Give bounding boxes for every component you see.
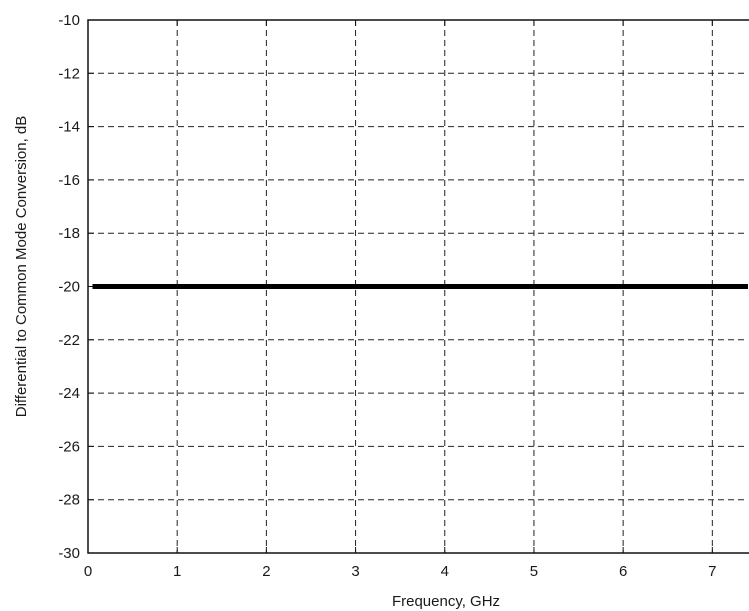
grid <box>88 20 748 553</box>
y-tick-labels: -10 -12 -14 -16 -18 -20 -22 -24 -26 -28 -30 <box>58 12 80 562</box>
x-tick-label: 4 <box>441 563 449 580</box>
x-tick-label: 2 <box>262 563 270 580</box>
y-tick-label: -20 <box>58 279 80 296</box>
x-axis-label: Frequency, GHz <box>392 593 500 610</box>
y-tick-label: -12 <box>58 65 80 82</box>
x-tick-label: 5 <box>530 563 538 580</box>
y-axis-label: Differential to Common Mode Conversion, … <box>13 116 30 418</box>
x-tick-labels: 0 1 2 3 4 5 6 7 <box>84 563 717 580</box>
y-tick-label: -10 <box>58 12 80 29</box>
y-tick-label: -28 <box>58 492 80 509</box>
y-tick-label: -14 <box>58 119 80 136</box>
x-tick-label: 7 <box>708 563 716 580</box>
x-tick-label: 0 <box>84 563 92 580</box>
y-tick-label: -16 <box>58 172 80 189</box>
y-tick-label: -24 <box>58 385 80 402</box>
x-tick-label: 6 <box>619 563 627 580</box>
y-tick-label: -30 <box>58 545 80 562</box>
plot-frame <box>87 19 749 554</box>
y-tick-label: -18 <box>58 225 80 242</box>
y-tick-label: -26 <box>58 438 80 455</box>
x-tick-label: 1 <box>173 563 181 580</box>
y-tick-label: -22 <box>58 332 80 349</box>
x-tick-label: 3 <box>351 563 359 580</box>
